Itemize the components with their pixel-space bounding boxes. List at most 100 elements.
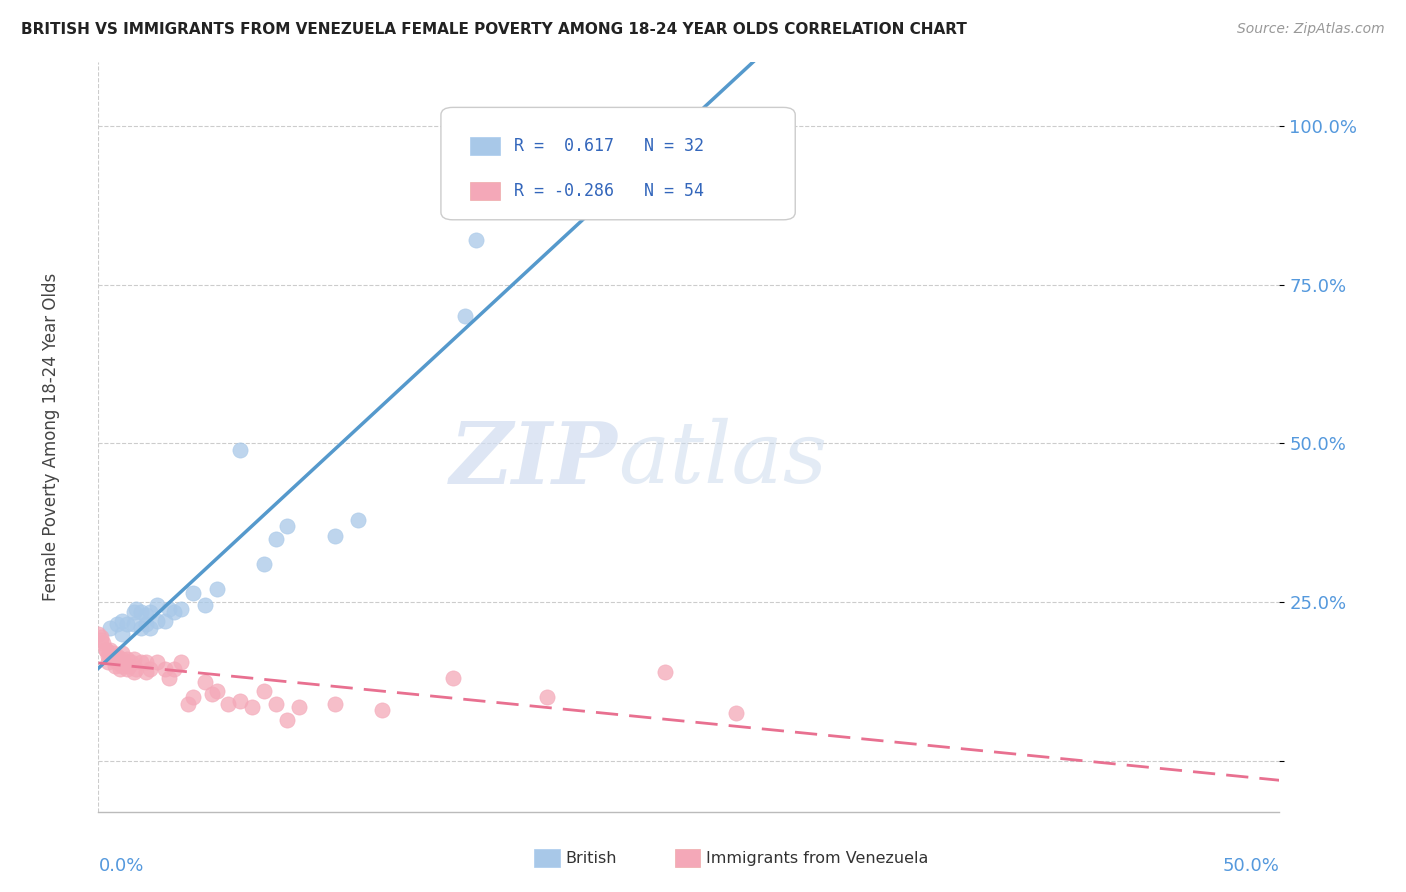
Point [139,621,162,635]
Point [118,658,141,673]
Point [205,582,228,597]
Point [229,693,252,707]
Point [725,706,748,721]
Point [194,674,217,689]
Text: Immigrants from Venezuela: Immigrants from Venezuela [706,851,928,865]
Point [94,642,117,657]
Point [125,662,148,676]
Point [465,233,488,247]
Point [139,605,162,619]
Point [105,656,128,670]
Point [111,646,134,660]
Point [122,652,145,666]
Point [177,697,200,711]
Point [323,528,346,542]
Point [108,662,131,676]
Point [94,642,117,657]
Text: R = -0.286   N = 54: R = -0.286 N = 54 [515,182,704,200]
Text: atlas: atlas [619,418,827,501]
Point [111,627,134,641]
Point [90,633,112,648]
Point [139,662,162,676]
Text: Female Poverty Among 18-24 Year Olds: Female Poverty Among 18-24 Year Olds [42,273,60,601]
Point [264,697,287,711]
Point [170,656,193,670]
Point [135,656,157,670]
Point [201,687,224,701]
Point [125,601,148,615]
Point [194,599,217,613]
Point [146,614,169,628]
Point [217,697,239,711]
Point [98,649,121,664]
Text: ZIP: ZIP [450,417,619,501]
Point [654,665,676,679]
Point [153,662,176,676]
Point [163,662,186,676]
Point [111,652,134,666]
Point [229,442,252,457]
Point [122,665,145,679]
FancyBboxPatch shape [471,181,501,200]
Point [122,617,145,632]
Point [105,617,128,632]
Point [146,599,169,613]
Point [121,656,143,670]
Point [536,690,558,705]
Point [253,684,276,698]
Text: BRITISH VS IMMIGRANTS FROM VENEZUELA FEMALE POVERTY AMONG 18-24 YEAR OLDS CORREL: BRITISH VS IMMIGRANTS FROM VENEZUELA FEM… [21,22,967,37]
Point [90,630,112,644]
Point [129,605,152,619]
Point [276,713,298,727]
Point [122,605,145,619]
Point [276,519,298,533]
Point [105,649,128,664]
Point [441,672,464,686]
Point [146,656,169,670]
Text: Source: ZipAtlas.com: Source: ZipAtlas.com [1237,22,1385,37]
Point [129,621,152,635]
Point [630,112,652,127]
Text: 0.0%: 0.0% [98,856,143,875]
Point [115,662,138,676]
Point [115,652,138,666]
Point [288,700,311,714]
Point [240,700,263,714]
Point [101,652,124,666]
Point [323,697,346,711]
Point [157,672,180,686]
Point [253,557,276,571]
Point [135,665,157,679]
Point [181,585,204,599]
Point [157,601,180,615]
FancyBboxPatch shape [441,107,796,219]
Text: R =  0.617   N = 32: R = 0.617 N = 32 [515,137,704,155]
Point [87,627,110,641]
Text: British: British [565,851,617,865]
Point [371,703,394,717]
Point [170,601,193,615]
Point [453,310,475,324]
Point [115,617,138,632]
Point [129,656,152,670]
Point [135,617,157,632]
Point [101,646,124,660]
Point [264,532,287,546]
Point [104,658,127,673]
Point [111,658,134,673]
Text: 50.0%: 50.0% [1223,856,1279,875]
Point [98,621,121,635]
Point [111,614,134,628]
Point [153,614,176,628]
Point [97,649,120,664]
Point [347,513,370,527]
Point [91,636,114,650]
Point [205,684,228,698]
Point [104,649,127,664]
Point [163,605,186,619]
Point [97,656,120,670]
Point [181,690,204,705]
Point [135,607,157,622]
Point [98,642,121,657]
FancyBboxPatch shape [471,136,501,155]
